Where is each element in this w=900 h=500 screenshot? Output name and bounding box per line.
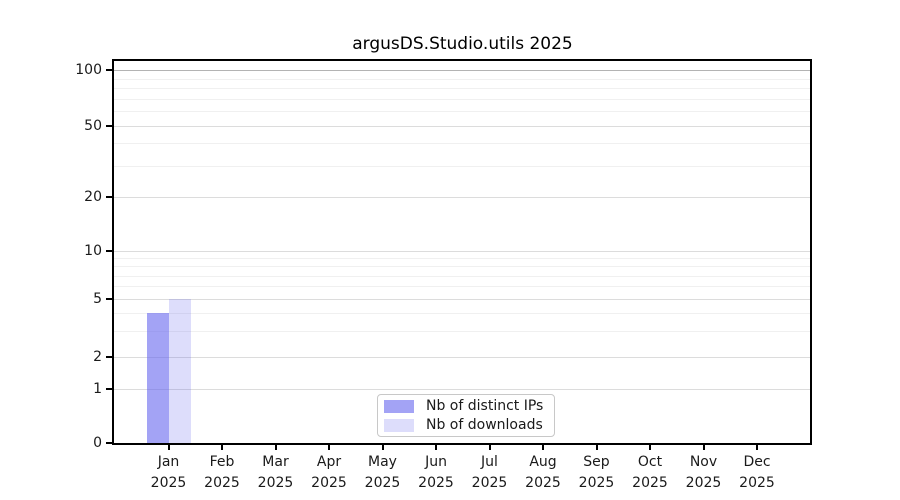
x-tick-label: Feb 2025 — [204, 454, 240, 491]
gridline — [114, 88, 811, 90]
y-tick-mark — [106, 125, 112, 127]
x-tick-mark — [381, 445, 384, 450]
x-tick-mark — [221, 445, 223, 450]
x-tick-label: Sep 2025 — [578, 454, 615, 491]
x-tick-mark — [435, 445, 437, 450]
x-tick-label: Oct 2025 — [632, 454, 668, 491]
gridline — [114, 286, 811, 288]
y-tick-label: 2 — [93, 349, 102, 365]
gridline — [114, 126, 811, 127]
gridline — [114, 197, 811, 198]
x-tick-label: Jun 2025 — [418, 454, 454, 491]
x-tick-label: Mar 2025 — [257, 454, 294, 491]
gridline — [114, 266, 811, 268]
gridline — [114, 313, 811, 315]
y-tick-label: 100 — [75, 62, 102, 78]
x-tick-mark — [328, 445, 330, 450]
gridline — [114, 275, 811, 277]
y-tick-mark — [106, 442, 112, 444]
x-tick-mark — [756, 445, 758, 450]
y-tick-mark — [106, 250, 112, 252]
y-tick-label: 50 — [84, 118, 102, 134]
x-tick-mark — [595, 445, 598, 450]
legend-swatch-distinct-ips-icon — [384, 399, 414, 413]
y-tick-mark — [106, 196, 112, 198]
gridline — [114, 299, 811, 300]
legend: Nb of distinct IPs Nb of downloads — [377, 394, 555, 437]
gridline — [114, 70, 811, 71]
x-tick-label: Jul 2025 — [471, 454, 508, 491]
y-tick-label: 20 — [84, 189, 102, 205]
gridline — [114, 165, 811, 167]
x-tick-mark — [488, 445, 491, 450]
x-tick-mark — [542, 445, 544, 450]
gridline — [114, 389, 811, 390]
y-tick-label: 0 — [93, 435, 102, 451]
x-tick-mark — [649, 445, 651, 450]
y-tick-mark — [106, 298, 112, 300]
bar-downloads — [168, 299, 191, 443]
gridline — [114, 98, 811, 100]
x-tick-label: Jan 2025 — [150, 454, 187, 491]
gridline — [114, 143, 811, 145]
y-tick-label: 10 — [84, 243, 102, 259]
gridline — [114, 357, 811, 358]
gridline — [114, 258, 811, 260]
bar-distinct-ips — [146, 313, 169, 443]
x-tick-label: Apr 2025 — [311, 454, 347, 491]
x-tick-mark — [167, 445, 170, 450]
y-tick-label: 1 — [93, 381, 102, 397]
gridline — [114, 331, 811, 333]
gridline — [114, 111, 811, 113]
x-tick-label: Dec 2025 — [739, 454, 775, 491]
x-tick-label: May 2025 — [364, 454, 401, 491]
x-tick-label: Nov 2025 — [685, 454, 722, 491]
y-tick-mark — [106, 388, 112, 390]
legend-label-distinct-ips: Nb of distinct IPs — [426, 398, 544, 414]
gridline — [114, 78, 811, 80]
plot-area — [114, 61, 811, 443]
y-tick-label: 5 — [93, 291, 102, 307]
legend-entry-downloads: Nb of downloads — [384, 417, 554, 433]
x-tick-mark — [274, 445, 277, 450]
legend-entry-distinct-ips: Nb of distinct IPs — [384, 398, 554, 414]
legend-label-downloads: Nb of downloads — [426, 417, 543, 433]
gridline — [114, 251, 811, 252]
y-tick-mark — [106, 356, 112, 358]
x-tick-mark — [702, 445, 705, 450]
chart-title: argusDS.Studio.utils 2025 — [352, 34, 573, 54]
x-tick-label: Aug 2025 — [525, 454, 561, 491]
y-tick-mark — [106, 69, 112, 71]
legend-swatch-downloads-icon — [384, 418, 414, 432]
